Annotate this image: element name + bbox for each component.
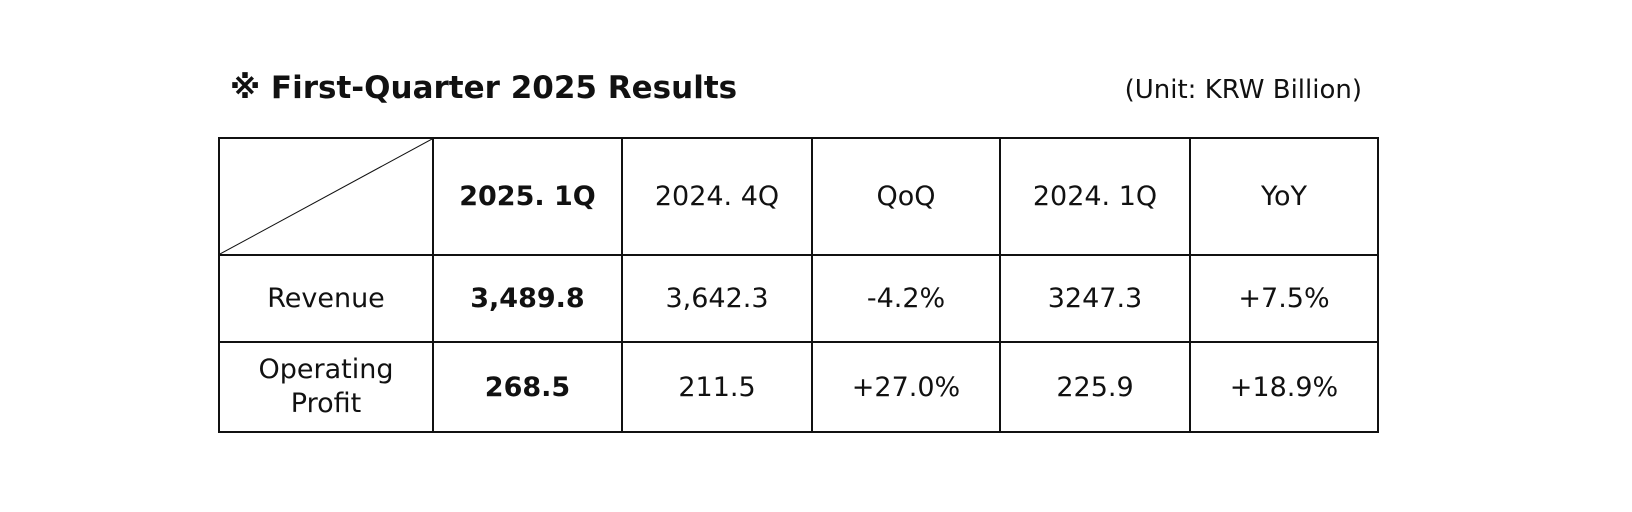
cell: 268.5 (432, 341, 623, 433)
row-label: Revenue (218, 254, 434, 343)
cell: 225.9 (999, 341, 1191, 433)
cell: 3247.3 (999, 254, 1191, 343)
cell: +7.5% (1189, 254, 1379, 343)
header-cell: 2024. 1Q (999, 137, 1191, 256)
results-table: 2025. 1Q 2024. 4Q QoQ 2024. 1Q YoY Reven… (218, 137, 1379, 433)
row: Operating Profit 268.5 211.5 +27.0% 225.… (218, 341, 1379, 433)
cell: +27.0% (811, 341, 1001, 433)
header-cell: YoY (1189, 137, 1379, 256)
row-label-cell: Operating Profit (218, 341, 434, 433)
header-cell: 2024. 4Q (621, 137, 813, 256)
title: ※ First-Quarter 2025 Results (230, 70, 738, 106)
cell: 3,489.8 (432, 254, 623, 343)
diagonal (220, 139, 432, 254)
row-label: Operating Profit (258, 354, 394, 419)
cell: +18.9% (1189, 341, 1379, 433)
unit-note: (Unit: KRW Billion) (1124, 75, 1362, 105)
cell: -4.2% (811, 254, 1001, 343)
row: Revenue 3,489.8 3,642.3 -4.2% 3247.3 +7.… (218, 254, 1379, 343)
cell: 3,642.3 (621, 254, 813, 343)
header-cell: QoQ (811, 137, 1001, 256)
header-cell: 2025. 1Q (432, 137, 623, 256)
header-row: 2025. 1Q 2024. 4Q QoQ 2024. 1Q YoY (218, 137, 1379, 256)
cell: 211.5 (621, 341, 813, 433)
corner-cell (218, 137, 434, 256)
